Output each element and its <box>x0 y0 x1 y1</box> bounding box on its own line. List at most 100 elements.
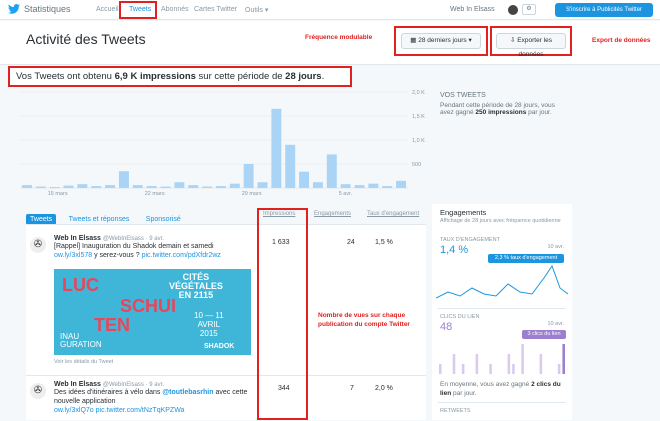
annotation-impressions-line2: publication du compte Twitter <box>318 321 410 328</box>
tweet-impressions: 1 633 <box>272 239 290 246</box>
chart-bar[interactable] <box>229 183 240 188</box>
chart-bar[interactable] <box>382 186 393 188</box>
image-text-luc: LUC <box>62 275 99 295</box>
signup-ads-button[interactable]: S'inscrire à Publicités Twitter <box>555 3 653 17</box>
column-engagements[interactable]: Engagements <box>314 211 352 217</box>
tweet-link[interactable]: ow.ly/3xl578 <box>54 252 93 259</box>
chart-bar[interactable] <box>340 184 351 188</box>
chart-bar[interactable] <box>299 171 310 188</box>
side-stats-post: par jour. <box>526 109 552 116</box>
image-text-vegetales: VÉGÉTALES <box>169 281 223 291</box>
clicks-bar[interactable] <box>461 364 465 374</box>
tweet-author[interactable]: Web In Elsass @WebInElsass · 9 avr. <box>54 381 254 388</box>
chart-bar[interactable] <box>368 183 379 188</box>
export-button[interactable]: ⇩ Exporter les données <box>496 33 566 58</box>
clicks-avg-post: par jour. <box>451 390 477 397</box>
chevron-down-icon: ▾ <box>468 37 472 44</box>
clicks-bar[interactable] <box>489 364 492 374</box>
rate-line-chart <box>436 264 568 299</box>
clicks-bar[interactable] <box>439 364 442 374</box>
tweet-text-2: y serez-vous ? <box>92 252 142 259</box>
chart-bar[interactable] <box>174 182 185 188</box>
table-row[interactable]: ✇ Web In Elsass @WebInElsass · 9 avr. [R… <box>26 235 426 375</box>
summary-days: 28 jours <box>285 71 322 82</box>
chart-bar[interactable] <box>326 154 337 188</box>
settings-gear-icon[interactable]: ⚙ <box>522 4 536 15</box>
side-stats-line1: Pendant cette période de 28 jours, vous <box>440 102 555 109</box>
tweet-author[interactable]: Web In Elsass @WebInElsass · 9 avr. <box>54 235 254 242</box>
chart-bar[interactable] <box>202 186 213 188</box>
chart-bar[interactable] <box>354 185 365 188</box>
chart-bar[interactable] <box>243 164 254 188</box>
clicks-avg-mid: du lien <box>440 381 561 397</box>
avatar[interactable]: ✇ <box>30 237 46 253</box>
calendar-icon: ▦ <box>410 37 417 44</box>
x-tick-label: 5 avr. <box>339 191 353 196</box>
chart-bar[interactable] <box>188 185 199 188</box>
chart-bar[interactable] <box>160 186 171 188</box>
chart-bar[interactable] <box>132 185 143 188</box>
tweet-details-link[interactable]: Voir les détails du Tweet <box>54 359 114 365</box>
retweets-label: RETWEETS <box>440 408 471 414</box>
nav-cartes[interactable]: Cartes Twitter <box>194 6 238 13</box>
tab-tweets-replies[interactable]: Tweets et réponses <box>68 216 130 223</box>
clicks-bar[interactable] <box>521 344 524 374</box>
image-text-2115: EN 2115 <box>178 290 214 300</box>
clicks-bar[interactable] <box>452 354 456 374</box>
chart-bar[interactable] <box>257 182 268 188</box>
chart-bar[interactable] <box>63 185 74 188</box>
clicks-bar[interactable] <box>507 354 511 374</box>
clicks-avg-pre: En moyenne, vous avez gagné <box>440 381 532 388</box>
chart-bar[interactable] <box>146 186 157 188</box>
clicks-label: CLICS DU LIEN <box>440 314 480 320</box>
tweet-impressions: 344 <box>278 385 290 392</box>
chart-bar[interactable] <box>35 186 46 188</box>
avatar[interactable] <box>508 5 518 15</box>
annotation-impressions-line1: Nombre de vues sur chaque <box>318 312 406 319</box>
nav-tweets[interactable]: Tweets <box>129 6 152 13</box>
chart-bar[interactable] <box>118 171 129 188</box>
chart-bar[interactable] <box>49 187 60 188</box>
clicks-bar[interactable] <box>475 354 479 374</box>
tab-tweets[interactable]: Tweets <box>26 214 57 225</box>
clicks-bar[interactable] <box>562 344 565 374</box>
image-text-month: AVRIL <box>197 320 221 329</box>
chart-bar[interactable] <box>215 186 226 188</box>
chart-bar[interactable] <box>77 184 88 188</box>
clicks-bar[interactable] <box>557 364 561 374</box>
chart-bar[interactable] <box>91 186 102 188</box>
avatar[interactable]: ✇ <box>30 383 46 399</box>
nav-abonnes[interactable]: Abonnés <box>161 6 189 13</box>
tweet-engagement-rate: 2,0 % <box>375 385 393 392</box>
nav-outils[interactable]: Outils ▾ <box>245 7 269 14</box>
column-engagement-rate[interactable]: Taux d'engagement <box>367 211 420 217</box>
chart-bar[interactable] <box>105 185 116 188</box>
tweet-pic-link[interactable]: pic.twitter.com/pdXfdr2wz <box>141 252 221 259</box>
nav-accueil[interactable]: Accueil <box>96 6 119 13</box>
tweet-engagement-rate: 1,5 % <box>375 239 393 246</box>
tweet-text-2: avec cette nouvelle application <box>54 389 248 405</box>
chart-bar[interactable] <box>312 182 323 188</box>
annotation-box-tweets-nav <box>119 1 157 19</box>
period-dropdown[interactable]: ▦ 28 derniers jours ▾ <box>401 33 481 49</box>
clicks-bar[interactable] <box>539 354 543 374</box>
clicks-bar[interactable] <box>512 364 515 374</box>
y-tick-label: 1,0 K <box>412 138 425 144</box>
chart-bar[interactable] <box>271 108 282 188</box>
side-stats-pre: avez gagné <box>440 109 476 116</box>
chart-bar[interactable] <box>396 180 407 188</box>
tweet-mention[interactable]: @toutlebasrhin <box>162 389 214 396</box>
tweet-link[interactable]: ow.ly/3xlQ7o pic.twitter.com/tNzTqKPZWa <box>54 407 185 414</box>
chart-bar[interactable] <box>285 144 296 188</box>
chart-bar[interactable] <box>21 185 32 188</box>
brand-title[interactable]: Statistiques <box>24 4 71 14</box>
column-impressions[interactable]: Impressions <box>263 211 296 217</box>
table-row[interactable]: ✇ Web In Elsass @WebInElsass · 9 avr. De… <box>26 381 426 421</box>
account-name[interactable]: Web In Elsass <box>450 6 495 13</box>
tweet-text: Des idées d'itinéraires à vélo dans <box>54 389 163 396</box>
engagements-panel: Engagements Affichage de 28 jours avec f… <box>432 204 572 420</box>
tweet-image[interactable]: CITÉS VÉGÉTALES EN 2115 LUC SCHUI TEN 10… <box>54 269 251 355</box>
twitter-bird-icon[interactable] <box>8 4 20 14</box>
x-tick-label: 22 mars <box>145 191 165 196</box>
tab-sponsored[interactable]: Sponsorisé <box>145 216 181 223</box>
